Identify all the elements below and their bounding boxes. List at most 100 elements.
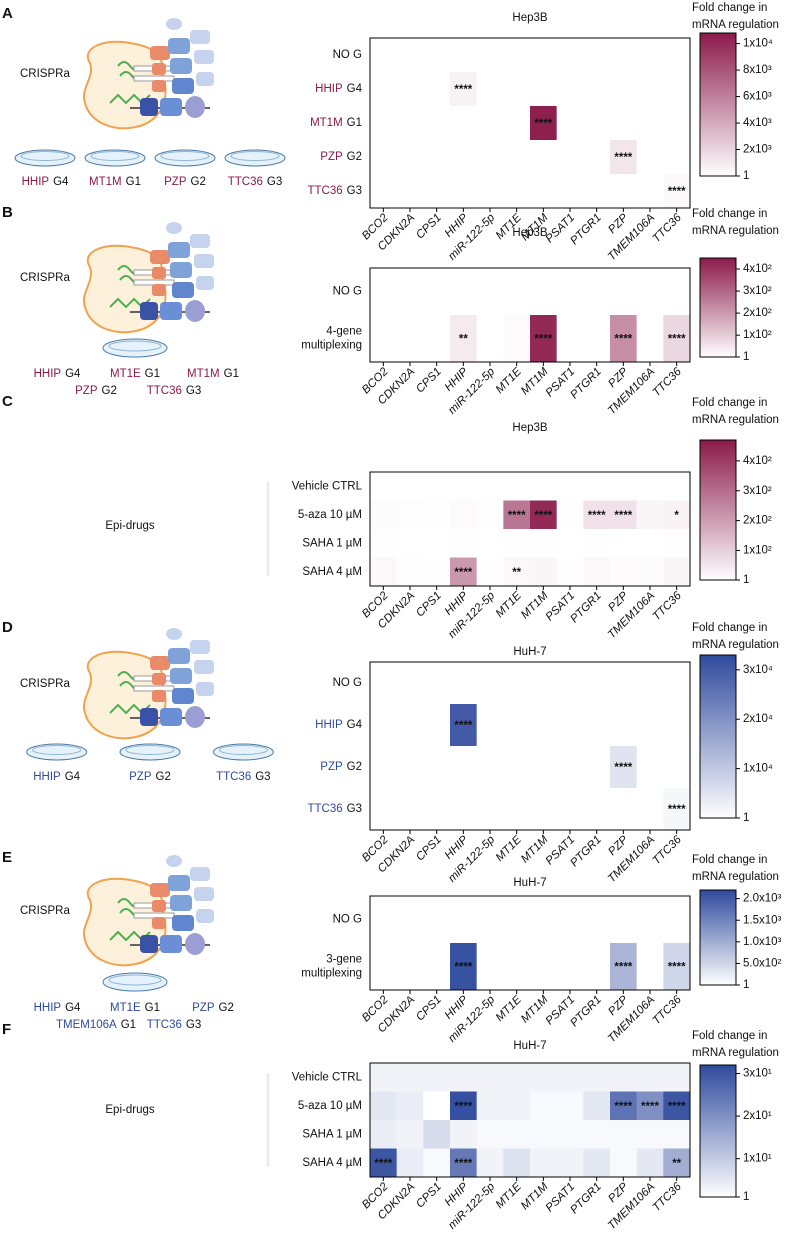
plot-frame [369,37,691,209]
heatmap-cell [396,557,424,587]
guide-name: G3 [347,803,362,815]
gene-label: HHIP G4 [315,83,362,95]
heatmap-cell [636,472,664,501]
heatmap-cell [503,174,531,209]
guide-name: G4 [65,368,81,380]
colorbar-tick-label: 3x10⁴ [743,664,773,676]
heatmap-cell [370,472,397,501]
heatmap-cell [583,1120,611,1149]
row-label: multiplexing [301,340,362,352]
x-tick-label: MT1E [494,1181,524,1211]
gene-name: PZP [320,151,343,163]
dish-inner [108,974,162,986]
x-tick-label: TTC36 [651,211,685,245]
x-tick-label: MT1E [494,366,524,396]
chart-title: HuH-7 [513,1040,546,1052]
significance-label: **** [588,510,606,522]
guide-name: G1 [145,368,160,380]
colorbar-tick-label: 1x10² [743,544,772,556]
heatmap-cell [396,140,424,175]
plot-frame [369,471,691,587]
gene-label: MT1M G1 [89,176,141,188]
heatmap-cell [636,174,664,209]
heatmap-cell [503,704,531,747]
heatmap-cell [556,315,584,363]
colorbar-label: mRNA regulation [692,639,779,651]
heatmap-cell [636,315,664,363]
colorbar-tick-label: 3x10² [743,285,772,297]
colorbar-label: Fold change in [692,854,767,866]
heatmap-cell [663,472,691,501]
heatmap-cell [396,472,424,501]
guide-name: G1 [126,176,141,188]
heatmap-cell [450,662,477,705]
heatmap-cell [663,662,691,705]
dish-inner [218,745,268,755]
gene-name: TTC36 [308,803,343,815]
heatmap-cell [610,896,637,944]
heatmap-cell [503,72,531,107]
x-tick-label: TTC36 [651,589,685,623]
heatmap-cell [476,1063,504,1092]
heatmap-cell [423,896,451,944]
row-label: 4-gene [326,326,362,338]
x-tick-label: TTC36 [651,993,685,1027]
heatmap-cell [530,943,557,991]
heatmap-cell [396,315,424,363]
heatmap-cell [370,1120,397,1149]
heatmap-cell [396,106,424,141]
row-label: SAHA 4 µM [302,566,362,578]
heatmap-cell [530,896,557,944]
heatmap-cell [583,72,611,107]
gene-label: MT1E G1 [110,1002,160,1014]
colorbar-label: mRNA regulation [692,1047,779,1059]
left-label: CRISPRa [20,68,70,80]
heatmap-cell [450,174,477,209]
heatmap-cell [610,704,637,747]
heatmap-cell [370,140,397,175]
crispra-illustration [82,628,215,740]
heatmap-cell [663,943,691,991]
chart-title: Hep3B [512,12,547,24]
heatmap-cell [610,557,637,587]
gene-label: PZP G2 [320,151,362,163]
guide-name: G3 [347,185,362,197]
row-label: 5-aza 10 µM [298,509,362,521]
heatmap-cell [503,106,531,141]
heatmap-cell [370,106,397,141]
heatmap-cell [610,472,637,501]
gene-name: MT1M [89,176,122,188]
panel-letter: A [2,5,13,22]
significance-label: ** [512,567,521,579]
colorbar-tick-label: 1 [743,1191,749,1203]
dish [26,743,88,761]
heatmap-cell [370,943,397,991]
heatmap-cell [556,704,584,747]
heatmap-cell [636,704,664,747]
heatmap-cell [476,662,504,705]
significance-label: * [674,510,679,522]
colorbar-tick-label: 2x10² [743,515,772,527]
heatmap-cell [556,1063,584,1092]
heatmap-cell [396,500,424,530]
heatmap-cell [530,662,557,705]
heatmap-cell [556,896,584,944]
heatmap-cell [556,268,584,316]
guide-name: G4 [53,176,69,188]
chart-title: Hep3B [512,422,547,434]
significance-label: **** [508,510,526,522]
heatmap-cell [583,500,611,530]
significance-label: **** [454,567,472,579]
gene-label: MT1E G1 [110,368,160,380]
significance-label: **** [668,804,686,816]
colorbar [699,32,737,177]
colorbar-label: mRNA regulation [692,414,779,426]
significance-label: **** [614,510,632,522]
heatmap-cell [663,1120,691,1149]
heatmap-cell [450,788,477,831]
heatmap-cell [530,1091,557,1121]
colorbar-tick-label: 5.0x10² [743,957,782,969]
heatmap-cell [503,1120,531,1149]
dish [102,338,168,358]
